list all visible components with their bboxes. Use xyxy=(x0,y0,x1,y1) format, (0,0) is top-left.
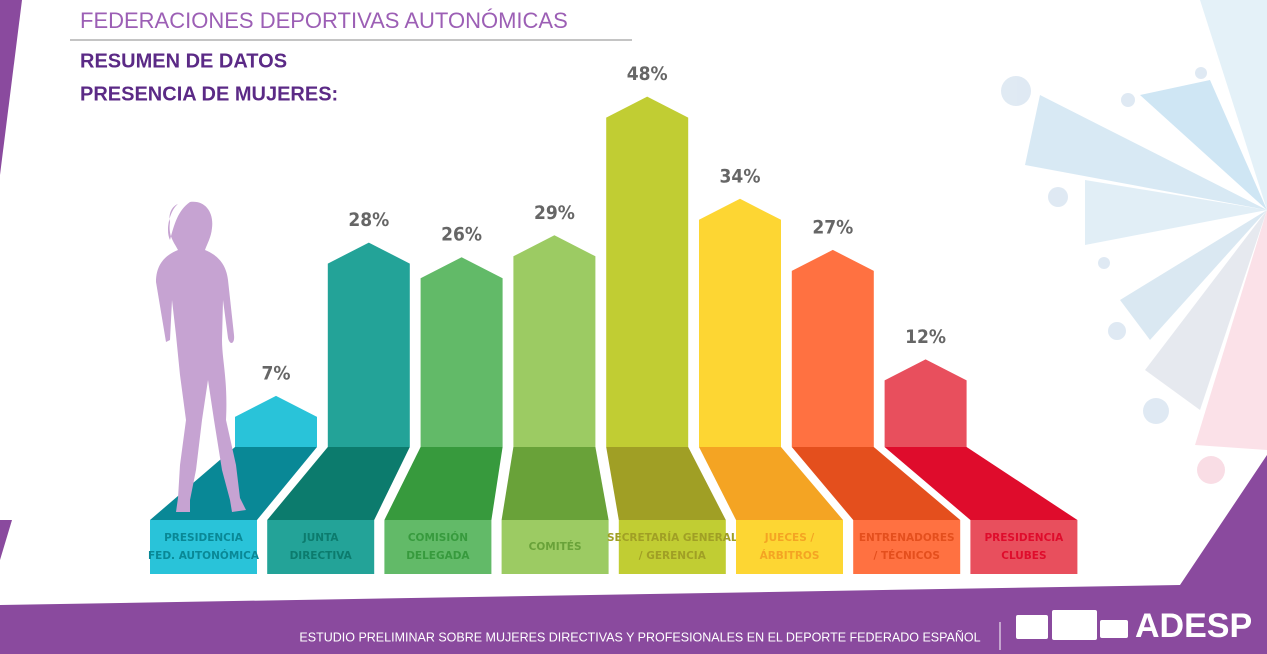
side-band xyxy=(0,520,12,560)
silhouette xyxy=(156,201,246,512)
bar-base xyxy=(501,447,609,520)
category-label: SECRETARÍA GENERAL xyxy=(607,531,738,544)
category-label: DELEGADA xyxy=(406,550,470,562)
category-label: COMISIÓN xyxy=(408,531,468,544)
category-label: PRESIDENCIA xyxy=(164,532,244,544)
bar xyxy=(327,242,410,447)
subtitle: PRESENCIA DE MUJERES: xyxy=(80,83,338,105)
subtitle: RESUMEN DE DATOS xyxy=(80,50,287,72)
page-title: FEDERACIONES DEPORTIVAS AUTONÓMICAS xyxy=(80,8,568,33)
bar xyxy=(513,235,596,447)
plot: 7% PRESIDENCIA FED. AUTONÓMICA 28% JUNTA DIRE… xyxy=(148,63,1078,574)
side-band xyxy=(0,0,22,175)
category-box xyxy=(970,520,1078,574)
category-label: JUECES / xyxy=(764,532,815,544)
bar-base xyxy=(606,447,726,520)
footer-band xyxy=(0,618,1267,654)
category-label: ENTRENADORES xyxy=(859,532,955,544)
category-box xyxy=(267,520,375,574)
value-label: 12% xyxy=(905,326,946,348)
category-label: / GERENCIA xyxy=(639,550,707,562)
value-label: 29% xyxy=(534,202,575,224)
category-label: / TÉCNICOS xyxy=(873,549,939,562)
category-box xyxy=(501,520,609,574)
bar xyxy=(884,359,967,447)
category-label: ÁRBITROS xyxy=(760,549,820,562)
category-label: PRESIDENCIA xyxy=(984,532,1064,544)
value-label: 28% xyxy=(348,209,389,231)
category-label: COMITÉS xyxy=(529,540,582,553)
bar xyxy=(420,257,503,447)
category-box xyxy=(384,520,492,574)
bar-base xyxy=(699,447,843,520)
category-label: DIRECTIVA xyxy=(290,550,353,562)
category-box xyxy=(150,520,257,574)
decor xyxy=(1001,0,1267,484)
footer-wave xyxy=(0,455,1267,654)
value-label: 7% xyxy=(261,362,290,384)
bar xyxy=(235,395,317,447)
value-label: 48% xyxy=(627,63,668,85)
bar xyxy=(791,249,874,447)
footer-text: ESTUDIO PRELIMINAR SOBRE MUJERES DIRECTI… xyxy=(299,630,980,644)
category-box xyxy=(618,520,726,574)
category-label: CLUBES xyxy=(1001,550,1046,562)
logo-icon xyxy=(1016,610,1128,640)
bar xyxy=(606,96,689,447)
bar xyxy=(699,198,781,447)
value-label: 34% xyxy=(720,165,761,187)
bar-base xyxy=(267,447,410,520)
category-label: FED. AUTONÓMICA xyxy=(148,549,260,562)
category-label: JUNTA xyxy=(302,532,340,544)
value-label: 26% xyxy=(441,224,482,246)
category-box xyxy=(736,520,843,574)
logo: ADESP xyxy=(1135,607,1252,645)
bar-base xyxy=(884,447,1078,520)
bar-base xyxy=(384,447,503,520)
value-label: 27% xyxy=(812,216,853,238)
bar-base xyxy=(791,447,961,520)
category-box xyxy=(853,520,961,574)
